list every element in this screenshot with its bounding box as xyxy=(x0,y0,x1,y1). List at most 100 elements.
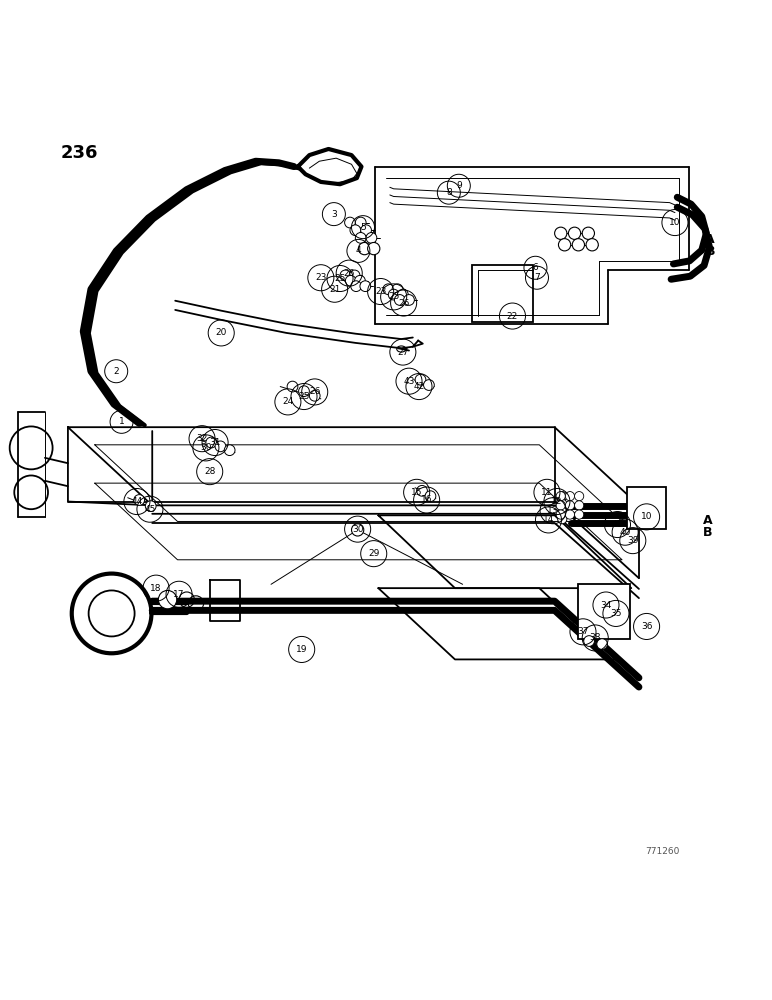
Circle shape xyxy=(287,381,298,392)
Circle shape xyxy=(556,492,565,501)
Text: 4: 4 xyxy=(356,246,361,255)
Text: A: A xyxy=(706,233,715,246)
Bar xyxy=(577,584,630,639)
Text: 24: 24 xyxy=(283,397,293,406)
Text: 25: 25 xyxy=(388,292,399,301)
Text: 38: 38 xyxy=(590,633,601,642)
Circle shape xyxy=(349,270,360,281)
Text: 41: 41 xyxy=(611,520,623,529)
Text: 17: 17 xyxy=(173,590,185,599)
Circle shape xyxy=(361,225,371,236)
Text: 30: 30 xyxy=(200,443,212,452)
Circle shape xyxy=(351,524,364,536)
Text: 6: 6 xyxy=(533,263,538,272)
Circle shape xyxy=(366,233,377,243)
Circle shape xyxy=(568,227,581,239)
Text: 36: 36 xyxy=(641,622,652,631)
Circle shape xyxy=(388,289,399,300)
Bar xyxy=(628,487,665,529)
Text: 12: 12 xyxy=(551,497,563,506)
Text: 28: 28 xyxy=(204,467,215,476)
Text: 16: 16 xyxy=(421,495,432,504)
Circle shape xyxy=(556,501,565,510)
Circle shape xyxy=(584,636,594,646)
Circle shape xyxy=(586,239,598,251)
Text: 32: 32 xyxy=(196,434,208,443)
Circle shape xyxy=(574,492,584,501)
Text: 15: 15 xyxy=(411,488,422,497)
Text: 37: 37 xyxy=(577,627,589,636)
Text: 2: 2 xyxy=(113,367,119,376)
Text: 8: 8 xyxy=(446,188,452,197)
Text: 34: 34 xyxy=(601,601,611,610)
Text: 21: 21 xyxy=(329,285,340,294)
Text: 13: 13 xyxy=(547,506,559,515)
Circle shape xyxy=(554,227,567,239)
Text: 25: 25 xyxy=(334,274,346,283)
Circle shape xyxy=(354,275,365,286)
Circle shape xyxy=(367,242,380,255)
Circle shape xyxy=(383,284,394,295)
Text: 26: 26 xyxy=(309,387,320,396)
Text: 44: 44 xyxy=(131,497,143,506)
Text: 39: 39 xyxy=(627,536,638,545)
Text: B: B xyxy=(703,526,713,539)
Circle shape xyxy=(344,217,355,228)
Text: 30: 30 xyxy=(352,525,364,534)
Circle shape xyxy=(572,239,584,251)
Text: A: A xyxy=(703,514,713,527)
Text: 23: 23 xyxy=(315,273,327,282)
Text: 45: 45 xyxy=(144,505,156,514)
Text: 23: 23 xyxy=(375,287,386,296)
Circle shape xyxy=(556,510,565,519)
Text: 10: 10 xyxy=(669,218,681,227)
Circle shape xyxy=(404,295,415,305)
Text: 771260: 771260 xyxy=(645,847,679,856)
Circle shape xyxy=(310,390,320,401)
Text: 27: 27 xyxy=(397,348,408,357)
Bar xyxy=(472,265,533,322)
Text: 7: 7 xyxy=(534,273,540,282)
Text: 236: 236 xyxy=(60,144,98,162)
Text: 20: 20 xyxy=(215,328,227,337)
Circle shape xyxy=(425,491,436,502)
Circle shape xyxy=(557,515,567,524)
Text: 43: 43 xyxy=(403,377,415,386)
Circle shape xyxy=(415,374,426,385)
Circle shape xyxy=(145,501,156,511)
Text: B: B xyxy=(706,245,715,258)
Circle shape xyxy=(350,225,361,236)
Circle shape xyxy=(417,485,428,496)
Text: 25: 25 xyxy=(298,392,310,401)
Circle shape xyxy=(350,281,361,292)
Text: 14: 14 xyxy=(543,515,554,524)
Text: 10: 10 xyxy=(641,512,652,521)
Circle shape xyxy=(134,495,144,505)
Circle shape xyxy=(345,275,356,286)
Ellipse shape xyxy=(397,346,406,352)
Circle shape xyxy=(597,639,608,649)
Circle shape xyxy=(340,270,350,281)
Circle shape xyxy=(355,217,366,228)
Text: 19: 19 xyxy=(296,645,307,654)
Circle shape xyxy=(299,386,310,397)
Circle shape xyxy=(565,510,574,519)
Circle shape xyxy=(557,499,567,508)
Circle shape xyxy=(225,445,235,456)
Text: 18: 18 xyxy=(151,584,162,593)
Circle shape xyxy=(360,281,371,292)
Text: 31: 31 xyxy=(209,438,221,447)
Circle shape xyxy=(355,233,366,243)
Circle shape xyxy=(558,239,571,251)
Circle shape xyxy=(565,501,574,510)
Text: 42: 42 xyxy=(413,382,425,391)
Circle shape xyxy=(206,437,217,448)
Text: 26: 26 xyxy=(398,299,409,308)
Circle shape xyxy=(358,242,371,255)
Circle shape xyxy=(574,501,584,510)
Text: 26: 26 xyxy=(344,269,355,278)
Circle shape xyxy=(424,380,435,390)
Circle shape xyxy=(582,227,594,239)
Text: 22: 22 xyxy=(507,312,518,321)
Circle shape xyxy=(398,289,408,300)
